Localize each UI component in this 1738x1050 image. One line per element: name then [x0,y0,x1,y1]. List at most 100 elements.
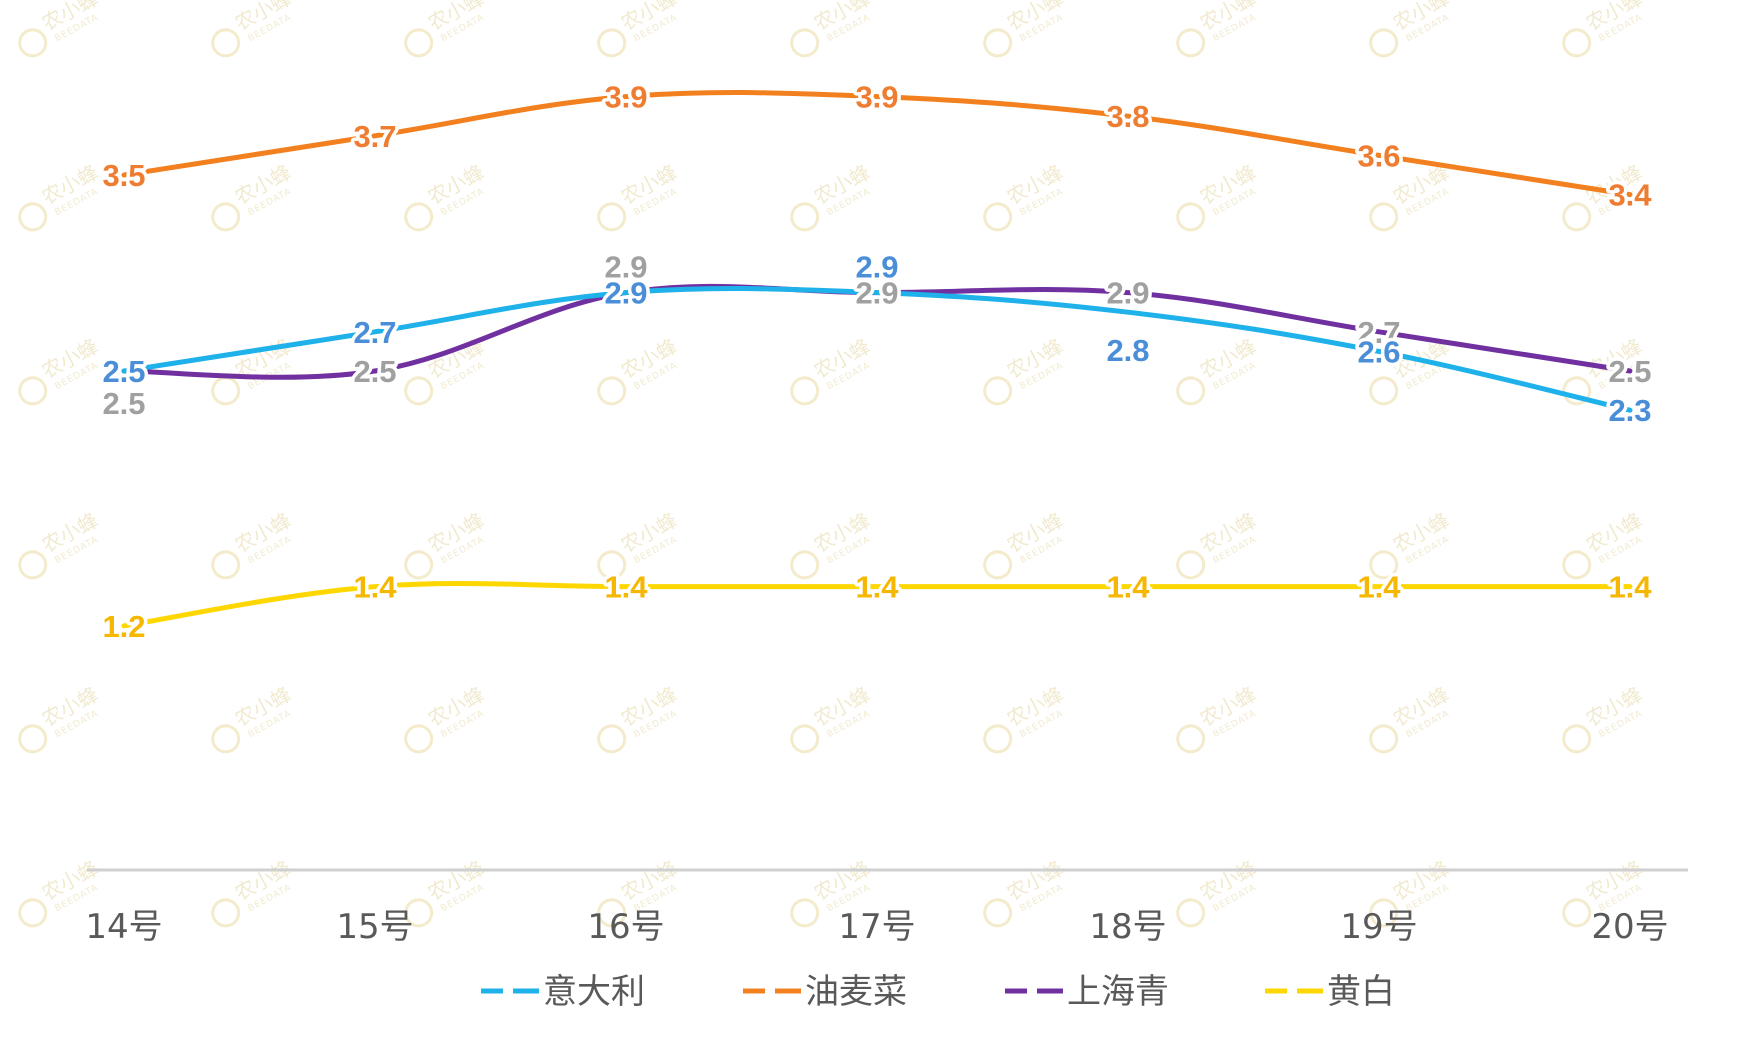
bee-icon [790,550,820,580]
bee-icon [1176,202,1206,232]
bee-icon [983,550,1013,580]
x-tick-label: 18号 [1089,907,1166,947]
legend[interactable]: 意大利 油麦菜 上海青 黄白 [481,972,1395,1012]
data-label: 2.7 [1354,311,1404,353]
legend-label: 黄白 [1327,972,1395,1012]
data-label: 1.4 [350,566,401,608]
legend-label: 上海青 [1067,972,1169,1012]
x-tick-label: 17号 [838,907,915,947]
data-label-text: 2.3 [1608,393,1651,428]
data-label: 1.4 [852,566,903,608]
bee-icon [1369,550,1399,580]
bee-icon [1562,202,1592,232]
data-label: 2.5 [1605,351,1655,393]
bee-icon [983,28,1013,58]
bee-icon [983,202,1013,232]
bee-icon [404,376,434,406]
bee-icon [1562,898,1592,928]
legend-item[interactable]: 黄白 [1265,972,1395,1012]
bee-icon [790,724,820,754]
legend-item[interactable]: 油麦菜 [743,972,907,1012]
bee-icon [404,28,434,58]
data-label-text: 3.9 [855,80,898,115]
bee-icon [983,724,1013,754]
bee-icon [404,898,434,928]
data-label: 2.9 [852,246,902,288]
bee-icon [211,376,241,406]
data-label: 2.5 [99,383,149,425]
data-label-text: 3.5 [102,158,145,193]
bee-icon [211,724,241,754]
x-tick-label: 16号 [587,907,664,947]
bee-icon [211,898,241,928]
legend-label: 油麦菜 [805,972,907,1012]
series-line-1 [121,286,1633,413]
data-label: 3.9 [852,76,902,118]
bee-icon [404,550,434,580]
bee-icon [983,376,1013,406]
bee-icon [404,724,434,754]
bee-icon [790,28,820,58]
bee-icon [1369,376,1399,406]
data-label: 2.8 [1103,330,1153,372]
data-label: 3.8 [1103,96,1153,138]
data-label-text: 2.5 [102,386,145,421]
bee-icon [18,724,48,754]
bee-icon [211,202,241,232]
data-label-text: 1.4 [1106,570,1150,605]
bee-icon [211,28,241,58]
data-label-text: 1.2 [102,609,145,644]
bee-icon [1562,28,1592,58]
legend-item[interactable]: 意大利 [481,972,645,1012]
legend-item[interactable]: 上海青 [1005,972,1169,1012]
x-tick-label: 14号 [85,907,162,947]
data-label-text: 2.9 [604,276,647,311]
data-label: 2.5 [350,351,400,393]
data-label: 2.9 [601,246,651,288]
data-label-text: 3.8 [1106,99,1149,134]
x-tick-label: 20号 [1591,907,1668,947]
data-label-text: 1.4 [604,570,648,605]
data-label-text: 1.4 [1357,570,1401,605]
bee-icon [1562,550,1592,580]
bee-icon [1369,724,1399,754]
data-labels: 1.2 1.4 1.4 1.4 1.4 1.4 1.4 3.5 3.7 3.9 3.9 3.8 3.6 3… [99,76,1656,647]
x-tick-label: 15号 [336,907,413,947]
data-label: 3.9 [601,76,651,118]
bee-icon [1176,550,1206,580]
data-label: 2.6 [1354,331,1404,373]
data-label: 1.4 [1354,566,1405,608]
data-label: 2.3 [1605,390,1655,432]
bee-icon [1562,376,1592,406]
data-label-text: 2.9 [604,250,647,285]
series-line-4 [121,580,1633,629]
bee-icon [1369,898,1399,928]
data-label-text: 2.6 [1357,334,1400,369]
data-label: 2.5 [99,351,149,393]
data-label: 1.4 [601,566,652,608]
